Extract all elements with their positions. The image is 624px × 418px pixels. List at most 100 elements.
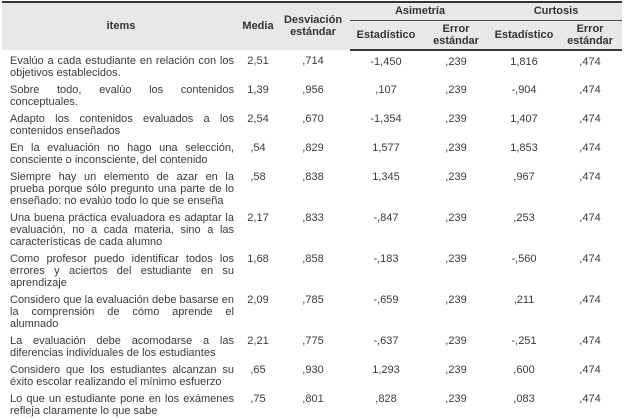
skewness-std-error-cell: ,239 (445, 83, 467, 96)
table-header: items Media Desviación estándar Asimetrí… (2, 2, 623, 51)
media-value-cell: 2,09 (247, 293, 269, 306)
table-row: La evaluación debe acomodarse a las dife… (2, 332, 622, 361)
table-body: Evalúo a cada estudiante en relación con… (2, 50, 622, 418)
col-header-curtosis-error: Error estándar (558, 20, 623, 51)
media-value-cell: ,54 (250, 141, 266, 154)
table-row: Evalúo a cada estudiante en relación con… (2, 50, 622, 81)
kurtosis-std-error-cell: ,474 (579, 141, 601, 154)
table-row: Considero que los estudiantes alcanzan s… (2, 361, 622, 390)
skewness-std-error-cell: ,239 (445, 334, 467, 347)
table-row: Considero que la evaluación debe basarse… (2, 291, 622, 332)
skewness-std-error-cell: ,239 (445, 170, 467, 183)
std-deviation-value-cell: ,858 (302, 252, 324, 265)
kurtosis-std-error-cell: ,474 (579, 211, 601, 224)
std-deviation-value-cell: ,670 (302, 112, 324, 125)
item-text-cell: Lo que un estudiante pone en los exámene… (10, 392, 234, 417)
std-deviation-value-cell: ,714 (302, 54, 324, 67)
skewness-std-error-cell: ,239 (445, 392, 467, 405)
std-deviation-value-cell: ,930 (302, 363, 324, 376)
std-deviation-value-cell: ,829 (302, 141, 324, 154)
std-deviation-value-cell: ,838 (302, 170, 324, 183)
media-value-cell: 2,17 (247, 211, 269, 224)
kurtosis-statistic-cell: 1,816 (510, 55, 538, 68)
col-header-std-deviation: Desviación estándar (276, 2, 350, 50)
kurtosis-std-error-cell: ,474 (579, 55, 601, 68)
skewness-statistic-cell: -1,450 (370, 55, 402, 68)
kurtosis-statistic-cell: -,560 (511, 252, 537, 265)
kurtosis-statistic-cell: 1,853 (510, 141, 538, 154)
kurtosis-std-error-cell: ,474 (579, 334, 601, 347)
item-text-cell: Adapto los contenidos evaluados a los co… (10, 112, 234, 137)
skewness-statistic-cell: ,107 (375, 83, 397, 96)
table-row: Lo que un estudiante pone en los exámene… (2, 390, 622, 418)
col-group-asimetria: Asimetría (350, 2, 491, 21)
kurtosis-statistic-cell: -,251 (511, 334, 537, 347)
std-deviation-value-cell: ,801 (302, 392, 324, 405)
media-value-cell: 2,51 (247, 54, 269, 67)
col-group-curtosis: Curtosis (490, 2, 623, 21)
col-header-curtosis-estadistico: Estadístico (490, 20, 559, 51)
kurtosis-std-error-cell: ,474 (579, 293, 601, 306)
table-row: Una buena práctica evaluadora es adaptar… (2, 209, 622, 250)
kurtosis-statistic-cell: ,600 (513, 363, 535, 376)
skewness-statistic-cell: ,828 (375, 392, 397, 405)
kurtosis-statistic-cell: ,253 (513, 211, 535, 224)
skewness-statistic-cell: -,847 (373, 211, 399, 224)
item-text-cell: Una buena práctica evaluadora es adaptar… (10, 211, 234, 248)
table-row: Sobre todo, evalúo los contenidos concep… (2, 81, 622, 110)
table-row: Como profesor puedo identificar todos lo… (2, 250, 622, 291)
item-text-cell: En la evaluación no hago una selección, … (10, 141, 234, 166)
media-value-cell: 2,21 (247, 334, 269, 347)
media-value-cell: ,75 (250, 392, 266, 405)
skewness-statistic-cell: 1,345 (372, 170, 400, 183)
col-header-asimetria-error: Error estándar (422, 20, 491, 51)
skewness-std-error-cell: ,239 (445, 363, 467, 376)
kurtosis-statistic-cell: ,083 (513, 392, 535, 405)
std-deviation-value-cell: ,785 (302, 293, 324, 306)
table-row: Adapto los contenidos evaluados a los co… (2, 110, 622, 139)
skewness-std-error-cell: ,239 (445, 55, 467, 68)
item-text-cell: Considero que los estudiantes alcanzan s… (10, 363, 234, 388)
skewness-std-error-cell: ,239 (445, 211, 467, 224)
media-value-cell: ,65 (250, 363, 266, 376)
media-value-cell: 1,39 (247, 83, 269, 96)
kurtosis-std-error-cell: ,474 (579, 363, 601, 376)
col-header-items: items (2, 2, 240, 50)
skewness-std-error-cell: ,239 (445, 252, 467, 265)
skewness-std-error-cell: ,239 (445, 293, 467, 306)
kurtosis-std-error-cell: ,474 (579, 170, 601, 183)
item-text-cell: Evalúo a cada estudiante en relación con… (10, 54, 234, 79)
item-text-cell: Considero que la evaluación debe basarse… (10, 293, 234, 330)
item-text-cell: Siempre hay un elemento de azar en la pr… (10, 170, 234, 207)
col-header-asimetria-estadistico: Estadístico (350, 20, 422, 51)
std-deviation-value-cell: ,956 (302, 83, 324, 96)
kurtosis-std-error-cell: ,474 (579, 112, 601, 125)
table-row: Siempre hay un elemento de azar en la pr… (2, 168, 622, 209)
std-deviation-value-cell: ,775 (302, 334, 324, 347)
skewness-statistic-cell: -1,354 (370, 112, 402, 125)
media-value-cell: 2,54 (247, 112, 269, 125)
kurtosis-std-error-cell: ,474 (579, 252, 601, 265)
item-text-cell: Como profesor puedo identificar todos lo… (10, 252, 234, 289)
col-header-media: Media (240, 2, 276, 50)
skewness-statistic-cell: 1,577 (372, 141, 400, 154)
skewness-statistic-cell: -,637 (373, 334, 399, 347)
std-deviation-value-cell: ,833 (302, 211, 324, 224)
skewness-statistic-cell: -,183 (373, 252, 399, 265)
media-value-cell: ,58 (250, 170, 266, 183)
skewness-statistic-cell: 1,293 (372, 363, 400, 376)
table-row: En la evaluación no hago una selección, … (2, 139, 622, 168)
item-text-cell: Sobre todo, evalúo los contenidos concep… (10, 83, 234, 108)
media-value-cell: 1,68 (247, 252, 269, 265)
kurtosis-std-error-cell: ,474 (579, 83, 601, 96)
kurtosis-statistic-cell: -,904 (511, 83, 537, 96)
skewness-std-error-cell: ,239 (445, 112, 467, 125)
kurtosis-statistic-cell: ,211 (513, 293, 535, 306)
kurtosis-statistic-cell: ,967 (513, 170, 535, 183)
kurtosis-std-error-cell: ,474 (579, 392, 601, 405)
kurtosis-statistic-cell: 1,407 (510, 112, 538, 125)
item-text-cell: La evaluación debe acomodarse a las dife… (10, 334, 234, 359)
skewness-std-error-cell: ,239 (445, 141, 467, 154)
